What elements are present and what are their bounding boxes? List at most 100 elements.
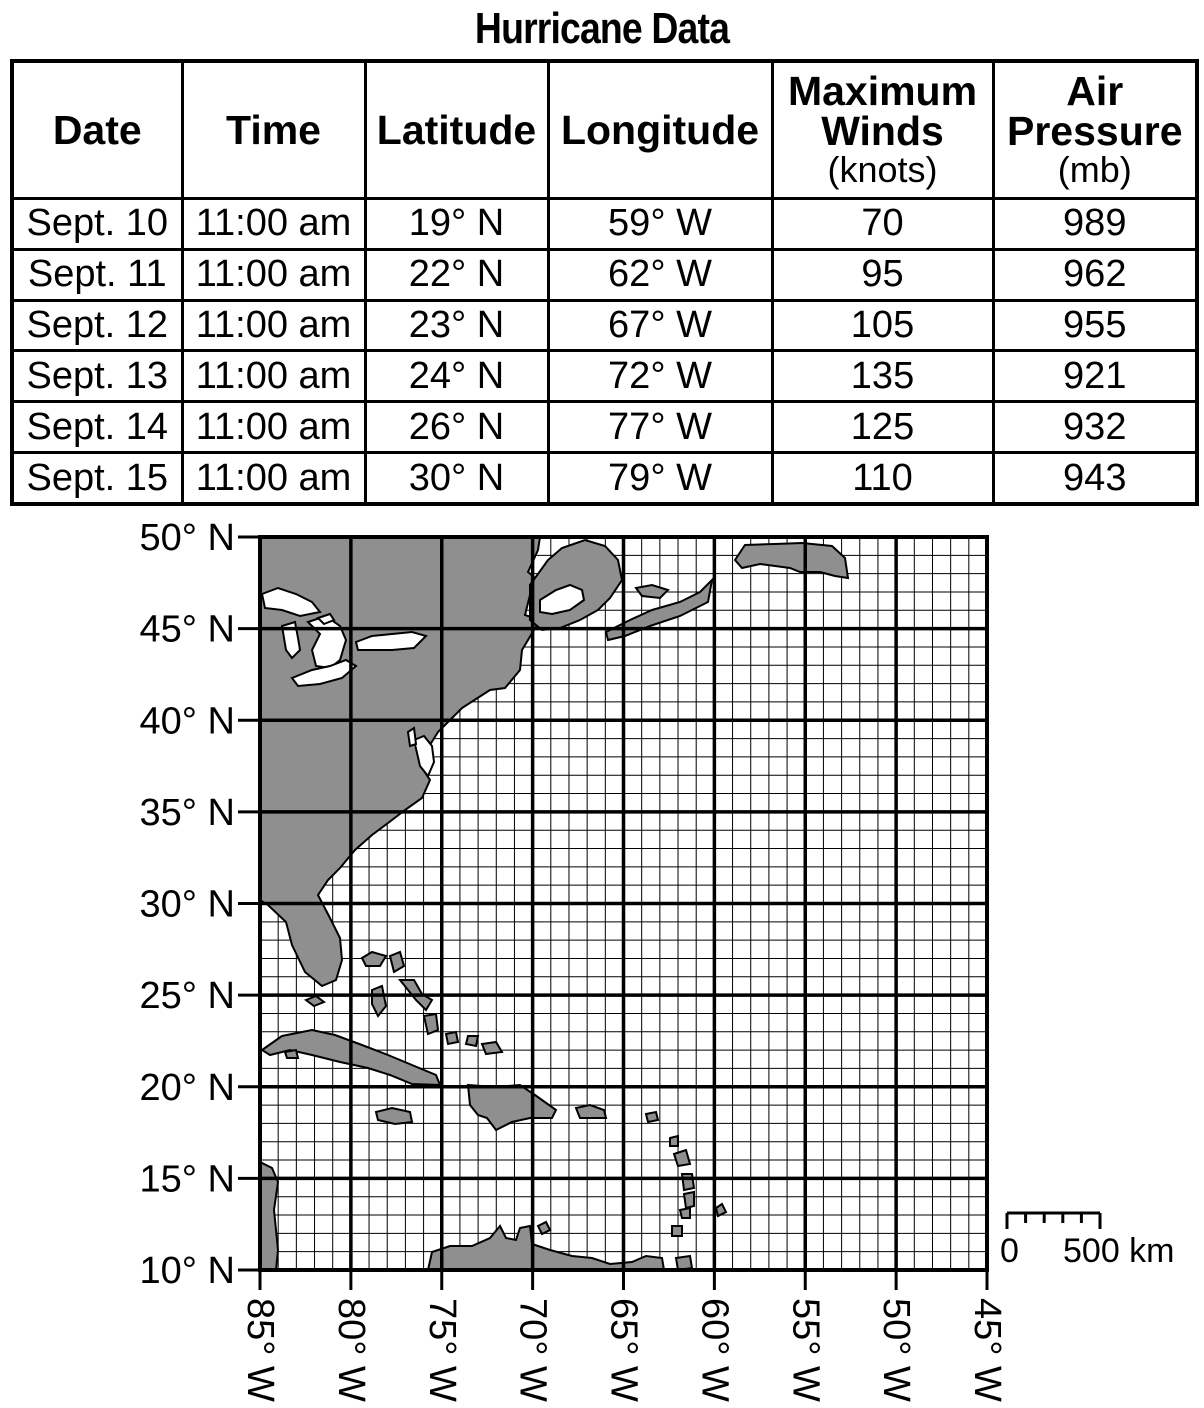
land-lesser-antilles-6 [678, 1206, 691, 1219]
longitude-label: 60° W [693, 1298, 735, 1402]
column-header-label: Longitude [560, 107, 760, 153]
land-lesser-antilles-1 [644, 1110, 660, 1124]
land-newfoundland [733, 541, 850, 580]
column-header-2: Latitude [363, 59, 550, 200]
latitude-label: 20° N [140, 1067, 235, 1109]
column-header-label: Date [52, 107, 142, 153]
longitude-label: 80° W [330, 1298, 372, 1402]
column-header-3: Longitude [546, 59, 774, 200]
land-lesser-antilles-7 [671, 1225, 683, 1237]
table-cell: 11:00 am [180, 197, 367, 251]
column-header-label: Air Pressure [1006, 68, 1183, 154]
land-pei [634, 583, 670, 600]
column-header-unit: (mb) [1057, 149, 1132, 190]
column-header-0: Date [10, 59, 184, 200]
table-cell: 26° N [363, 400, 550, 455]
table-cell: 932 [991, 400, 1199, 455]
land-turks-caicos [444, 1030, 460, 1046]
table-cell: 24° N [363, 349, 550, 404]
land-bahamas-2 [388, 950, 406, 974]
page-title: Hurricane Data [474, 4, 730, 53]
table-cell: 11:00 am [180, 247, 367, 302]
scale-bar: 0 500 km [1000, 1211, 1175, 1270]
axis-ticks [238, 535, 989, 1290]
land-inagua [464, 1035, 480, 1048]
table-cell: 95 [770, 247, 995, 302]
column-header-5: Air Pressure (mb) [991, 59, 1199, 200]
table-cell: 955 [991, 298, 1199, 353]
albemarle-sound [406, 726, 418, 748]
table-cell: Sept. 15 [10, 451, 184, 506]
table-cell: 989 [991, 197, 1199, 251]
land-central-america [260, 1160, 280, 1270]
longitude-label: 70° W [512, 1298, 554, 1402]
chesapeake-bay [412, 734, 436, 778]
table-cell: 23° N [363, 298, 550, 353]
land-bahamas-1 [360, 950, 388, 967]
land-florida-keys [303, 994, 327, 1008]
table-cell: 62° W [546, 247, 774, 302]
table-body: Sept. 10 11:00 am 19° N 59° W 70 989 Sept. 11 1… [10, 197, 1199, 506]
table-cell: 110 [770, 451, 995, 506]
table-cell: 22° N [363, 247, 550, 302]
longitude-label: 75° W [421, 1298, 463, 1402]
table-row: Sept. 11 11:00 am 22° N 62° W 95 962 [10, 247, 1199, 302]
table-cell: 30° N [363, 451, 550, 506]
table-cell: 125 [770, 400, 995, 455]
column-header-label: Time [226, 107, 321, 153]
latitude-label: 15° N [140, 1158, 235, 1200]
land-caicos-east [480, 1040, 504, 1056]
table-row: Sept. 15 11:00 am 30° N 79° W 110 943 [10, 451, 1199, 506]
table-cell: 11:00 am [180, 400, 367, 455]
longitude-labels: 85° W 80° W 75° W 70° W 65° W 60° W 55° W 50° W… [239, 1298, 1008, 1402]
land-bahamas-5 [422, 1012, 440, 1036]
table-cell: 135 [770, 349, 995, 404]
land-trinidad [674, 1254, 694, 1270]
column-header-1: Time [180, 59, 367, 200]
scale-start-label: 0 [1000, 1232, 1019, 1270]
latitude-label: 10° N [140, 1250, 235, 1292]
hurricane-tracking-map: 50° N 45° N 40° N 35° N 30° N 25° N 20° N 15° N… [140, 517, 1175, 1402]
table-cell: Sept. 10 [10, 197, 184, 251]
latitude-label: 45° N [140, 609, 235, 651]
table-row: Sept. 10 11:00 am 19° N 59° W 70 989 [10, 197, 1199, 251]
table-header-row: Date Time Latitude Longitude Maximum Winds (k… [10, 59, 1199, 200]
table-cell: Sept. 13 [10, 349, 184, 404]
table-cell: Sept. 14 [10, 400, 184, 455]
lake-ontario [354, 630, 428, 651]
column-header-4: Maximum Winds (knots) [770, 59, 995, 200]
lake-superior [260, 586, 322, 618]
land-isle-of-youth [283, 1048, 300, 1059]
table-cell: 11:00 am [180, 349, 367, 404]
land-barbados [714, 1202, 728, 1218]
hurricane-data-table: Date Time Latitude Longitude Maximum Winds (k… [10, 59, 1199, 506]
column-header-label: Maximum Winds [787, 68, 978, 154]
longitude-label: 50° W [875, 1298, 917, 1402]
table-cell: 70 [770, 197, 995, 251]
lake-huron-north [316, 612, 336, 626]
table-cell: 67° W [546, 298, 774, 353]
latitude-label: 50° N [140, 517, 235, 559]
lake-erie [290, 658, 358, 688]
latitude-label: 35° N [140, 792, 235, 834]
table-cell: 962 [991, 247, 1199, 302]
table-cell: 943 [991, 451, 1199, 506]
land-puerto-rico [574, 1103, 608, 1119]
longitude-label: 55° W [784, 1298, 826, 1402]
column-header-unit: (knots) [827, 149, 938, 190]
longitude-label: 65° W [603, 1298, 645, 1402]
table-cell: 77° W [546, 400, 774, 455]
land-aruba [536, 1220, 552, 1236]
table-row: Sept. 13 11:00 am 24° N 72° W 135 921 [10, 349, 1199, 404]
column-header-label: Latitude [376, 107, 537, 153]
st-lawrence-gulf [539, 583, 586, 616]
table-row: Sept. 14 11:00 am 26° N 77° W 125 932 [10, 400, 1199, 455]
table-cell: 105 [770, 298, 995, 353]
table-cell: 72° W [546, 349, 774, 404]
longitude-label: 85° W [239, 1298, 281, 1402]
latitude-label: 30° N [140, 884, 235, 926]
longitude-label: 45° W [966, 1298, 1008, 1402]
land-lesser-antilles-5 [682, 1190, 695, 1210]
latitude-labels: 50° N 45° N 40° N 35° N 30° N 25° N 20° N 15° N… [140, 517, 235, 1292]
scale-bar-ticks [1005, 1213, 1102, 1229]
